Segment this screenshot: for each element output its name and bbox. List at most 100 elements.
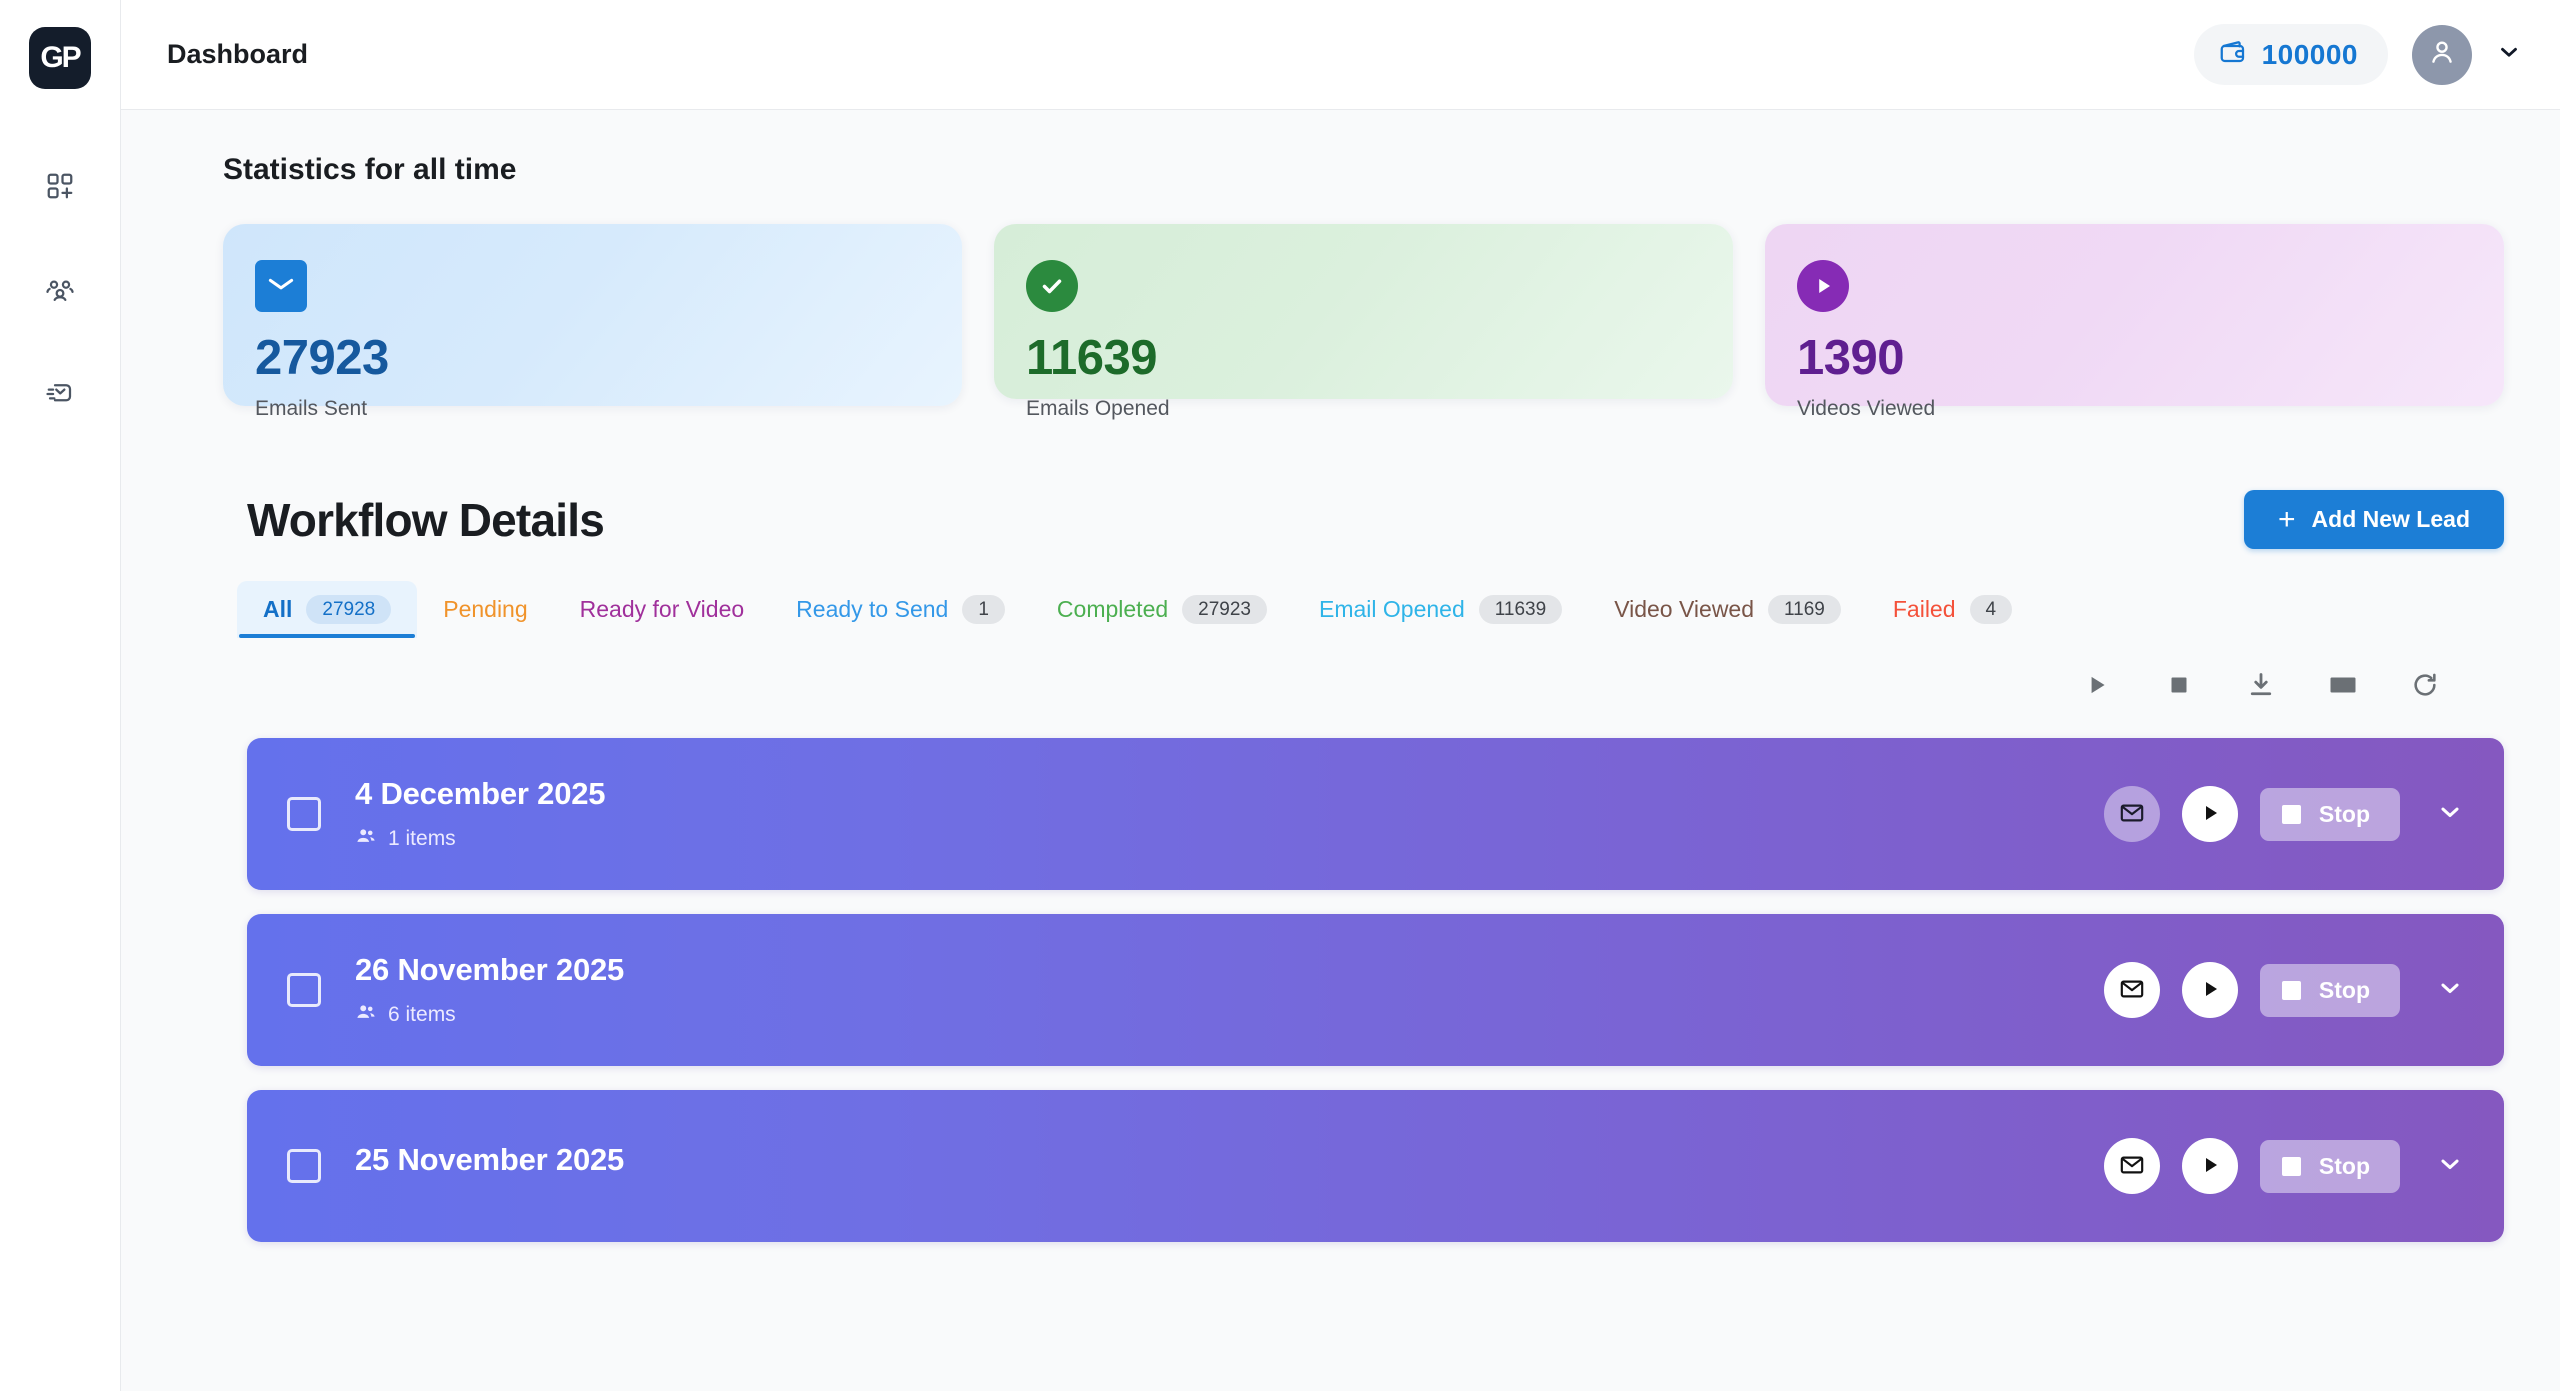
row-stop-button[interactable]: Stop [2259,1139,2400,1193]
tab-badge: 27928 [306,595,392,624]
play-icon [2198,1153,2222,1180]
row-play-button[interactable] [2181,786,2238,842]
tab-label: All [263,596,293,622]
row-stop-button[interactable]: Stop [2259,787,2400,841]
account-menu-button[interactable] [2496,39,2522,70]
row-actions: Stop [2103,1138,2464,1194]
stat-label: Emails Opened [1026,397,1170,420]
statistics-title: Statistics for all time [223,153,517,186]
row-date: 4 December 2025 [355,775,606,811]
sidebar-item-workspace[interactable] [37,165,83,211]
tab-badge: 11639 [1478,595,1563,624]
sidebar: GP [0,0,121,1391]
topbar: Dashboard 100000 [121,0,2560,110]
table-row[interactable]: 4 December 2025 1 items [247,738,2504,890]
sidebar-nav [37,165,83,419]
stat-card-emails-opened: 11639 Emails Opened [994,224,1733,420]
tab-label: Failed [1892,596,1956,622]
row-actions: Stop [2103,962,2464,1018]
play-circle-icon [1797,260,1849,312]
sidebar-item-leads[interactable] [37,269,83,315]
main-area: Dashboard 100000 [121,0,2560,1391]
tab-pending[interactable]: Pending [417,582,553,637]
row-stop-label: Stop [2318,800,2370,827]
chevron-down-icon [2436,798,2464,831]
row-actions: Stop [2103,786,2464,842]
start-all-button[interactable] [2080,670,2114,704]
row-checkbox[interactable] [287,973,321,1007]
message-check-icon [45,379,75,414]
play-icon [2198,801,2222,828]
bulk-action-toolbar [167,670,2514,704]
tab-ready-to-send[interactable]: Ready to Send 1 [770,581,1031,638]
content-area: Statistics for all time 27923 Emails Sen… [121,110,2560,1391]
send-email-button[interactable] [2326,670,2360,704]
credits-badge[interactable]: 100000 [2193,24,2388,85]
row-email-button[interactable] [2103,786,2160,842]
tab-badge: 27923 [1182,595,1267,624]
tab-email-opened[interactable]: Email Opened 11639 [1293,581,1588,638]
mail-icon [2119,976,2145,1005]
stop-all-button[interactable] [2162,670,2196,704]
row-date: 26 November 2025 [355,951,625,987]
avatar[interactable] [2412,24,2472,85]
row-email-button[interactable] [2103,962,2160,1018]
refresh-button[interactable] [2408,670,2442,704]
tab-video-viewed[interactable]: Video Viewed 1169 [1588,581,1867,638]
tab-ready-for-video[interactable]: Ready for Video [554,582,771,637]
row-play-button[interactable] [2181,962,2238,1018]
tab-label: Video Viewed [1614,596,1755,622]
row-checkbox[interactable] [287,797,321,831]
stop-icon [2281,980,2301,1000]
row-expand-button[interactable] [2436,974,2464,1007]
tab-label: Ready to Send [796,596,949,622]
app-logo[interactable]: GP [29,27,91,89]
plus-icon: + [2278,502,2296,536]
table-row[interactable]: 26 November 2025 6 items [247,914,2504,1066]
row-stop-button[interactable]: Stop [2259,963,2400,1017]
sidebar-item-campaigns[interactable] [37,373,83,419]
row-checkbox[interactable] [287,1149,321,1183]
check-circle-icon [1026,260,1078,312]
tab-completed[interactable]: Completed 27923 [1031,581,1293,638]
grid-plus-icon [45,171,75,206]
envelope-icon [255,260,307,312]
add-new-lead-button[interactable]: + Add New Lead [2244,490,2504,549]
add-new-lead-label: Add New Lead [2311,506,2470,532]
row-expand-button[interactable] [2436,1150,2464,1183]
table-row[interactable]: 25 November 2025 [247,1090,2504,1242]
users-group-icon [44,274,76,311]
tab-label: Completed [1056,596,1169,622]
tab-all[interactable]: All 27928 [237,581,418,638]
chevron-down-icon [2496,39,2522,70]
tab-badge: 1 [962,595,1005,624]
tab-label: Pending [443,596,528,622]
tab-failed[interactable]: Failed 4 [1867,581,2038,638]
refresh-icon [2411,671,2439,704]
row-email-button[interactable] [2103,1138,2160,1194]
row-items-label: 6 items [388,1002,456,1026]
download-icon [2247,671,2275,704]
workflow-tabs: All 27928 Pending Ready for Video Ready … [167,581,2514,638]
row-stop-label: Stop [2318,1152,2370,1179]
stat-value: 1390 [1797,331,1905,385]
tab-badge: 1169 [1768,595,1841,624]
chevron-down-icon [2436,974,2464,1007]
download-button[interactable] [2244,670,2278,704]
stop-icon [2167,673,2191,702]
row-info: 26 November 2025 6 items [355,952,624,1029]
row-info: 25 November 2025 [355,1142,624,1191]
user-icon [2426,36,2458,73]
stat-value: 27923 [255,331,389,385]
topbar-right: 100000 [2193,24,2522,85]
stop-icon [2281,804,2301,824]
row-expand-button[interactable] [2436,798,2464,831]
workflow-header: Workflow Details + Add New Lead [167,490,2514,549]
stat-card-videos-viewed: 1390 Videos Viewed [1765,224,2504,420]
stat-label: Videos Viewed [1797,397,1936,420]
row-play-button[interactable] [2181,1138,2238,1194]
play-icon [2198,977,2222,1004]
workflow-title: Workflow Details [247,493,605,546]
tab-badge: 4 [1969,595,2013,624]
